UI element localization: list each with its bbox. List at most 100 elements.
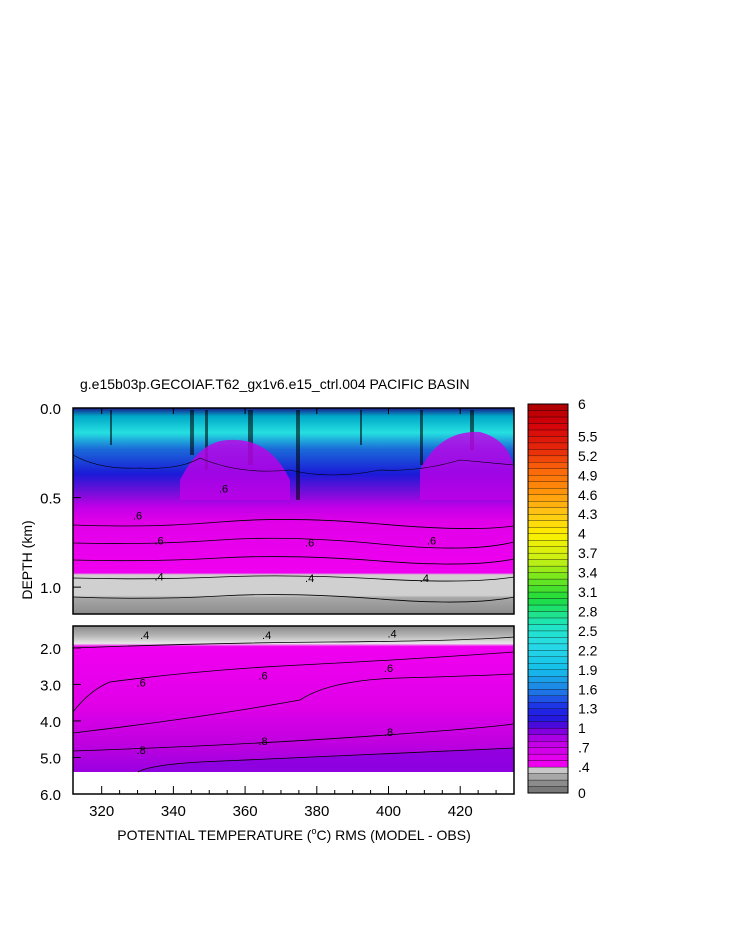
upper-magenta-lobe-2 [420, 431, 514, 500]
lower-contours [73, 636, 514, 773]
colorbar-swatch [527, 786, 569, 794]
colorbar-swatch [527, 449, 569, 457]
colorbar-label: 2.5 [578, 623, 598, 639]
contour-label: .6 [258, 670, 267, 682]
lower-y-tick-label: 4.0 [40, 714, 61, 731]
colorbar-swatch [527, 624, 569, 632]
colorbar: 6 5.5 5.2 4.9 4.6 4.3 4 3.7 3.4 3.1 2.8 2.5 2.2 1.9 1.… [527, 396, 598, 801]
colorbar-swatch [527, 572, 569, 580]
x-axis: 320 340 360 380 400 420 [89, 408, 497, 820]
colorbar-swatch [527, 747, 569, 755]
colorbar-swatch [527, 728, 569, 735]
colorbar-label: 2.2 [578, 642, 598, 658]
colorbar-swatch [527, 702, 569, 709]
colorbar-swatch [527, 676, 569, 683]
lower-deep-region [138, 748, 514, 772]
colorbar-swatch [527, 494, 569, 502]
contour-label: .6 [305, 537, 314, 549]
colorbar-swatch [527, 740, 569, 748]
lower-contour-08 [73, 721, 514, 752]
upper-contour-labels: .6 .6 .6 .6 .6 .4 .4 .4 [133, 484, 436, 586]
lower-contour-06a [73, 651, 514, 713]
colorbar-frame [527, 403, 569, 794]
colorbar-label: 3.4 [578, 565, 598, 581]
y-axis-title: DEPTH (km) [19, 520, 35, 599]
lower-y-tick-label: 2.0 [40, 641, 61, 658]
colorbar-swatch [527, 527, 569, 534]
colorbar-label: 1 [578, 720, 586, 736]
colorbar-swatch [527, 766, 569, 774]
colorbar-swatch [527, 591, 569, 599]
colorbar-swatch [527, 650, 569, 657]
colorbar-label: 6 [578, 396, 586, 412]
contour-label: .6 [219, 484, 228, 496]
upper-panel: .6 .6 .6 .6 .6 .4 .4 .4 0.0 0.5 1.0 [40, 401, 515, 615]
colorbar-swatch [527, 578, 569, 586]
lower-y-tick-label: 3.0 [40, 677, 61, 694]
lower-panel-field [73, 626, 514, 772]
contour-label: .6 [133, 510, 142, 522]
upper-y-tick-label: 0.0 [40, 401, 61, 418]
colorbar-swatch [527, 403, 569, 411]
upper-y-tick-label: 0.5 [40, 491, 61, 508]
contour-label: .4 [420, 573, 429, 585]
colorbar-swatch [527, 546, 569, 554]
colorbar-swatch [527, 708, 569, 716]
lower-panel: .4 .4 .4 .6 .6 .6 .8 .8 .8 2.0 3.0 4.0 5.0 6.0 [40, 625, 515, 804]
lower-y-axis: 2.0 3.0 4.0 5.0 6.0 [40, 641, 81, 804]
upper-dark-band [73, 454, 514, 476]
contour-label: .4 [262, 630, 271, 642]
colorbar-swatch [527, 468, 569, 476]
upper-contour-a [73, 519, 514, 529]
colorbar-label: 4 [578, 526, 586, 542]
colorbar-swatch [527, 442, 569, 450]
x-axis-title-main: POTENTIAL TEMPERATURE ( [117, 827, 312, 843]
upper-contour-e [73, 594, 514, 603]
colorbar-swatch [527, 559, 569, 567]
colorbar-label: 1.3 [578, 701, 598, 717]
upper-panel-field [73, 408, 514, 614]
lower-y-tick-label: 5.0 [40, 750, 61, 767]
chart-title: g.e15b03p.GECOIAF.T62_gx1v6.e15_ctrl.004… [80, 376, 470, 392]
colorbar-label: .7 [578, 740, 590, 756]
x-tick-label: 420 [448, 803, 473, 820]
upper-contour-d [73, 575, 514, 582]
colorbar-swatch [527, 552, 569, 560]
colorbar-swatch [527, 734, 569, 742]
colorbar-swatch [527, 760, 569, 768]
lower-contour-labels: .4 .4 .4 .6 .6 .6 .8 .8 .8 [137, 628, 397, 757]
colorbar-swatch [527, 656, 569, 664]
contour-label: .6 [384, 663, 393, 675]
colorbar-swatch [527, 429, 569, 437]
colorbar-label: 1.6 [578, 681, 598, 697]
x-tick-label: 340 [161, 803, 186, 820]
upper-magenta-lobe-1 [180, 439, 290, 500]
colorbar-label: 4.3 [578, 506, 598, 522]
colorbar-swatch [527, 753, 569, 761]
upper-y-tick-label: 1.0 [40, 580, 61, 597]
x-tick-label: 320 [89, 803, 114, 820]
colorbar-swatch [527, 533, 569, 541]
colorbar-swatch [527, 520, 569, 528]
colorbar-swatch [527, 423, 569, 431]
lower-panel-frame [72, 625, 515, 795]
contour-label: .8 [384, 727, 393, 739]
colorbar-swatch [527, 507, 569, 515]
upper-contours [73, 410, 514, 603]
contour-label: .6 [427, 536, 436, 548]
contour-label: .4 [154, 571, 163, 583]
contour-label: .8 [258, 736, 267, 748]
colorbar-swatch [527, 721, 569, 729]
colorbar-label: 5.2 [578, 448, 598, 464]
colorbar-label: 1.9 [578, 662, 598, 678]
colorbar-label: 0 [578, 785, 586, 801]
x-axis-title-unit: C) RMS (MODEL - OBS) [316, 827, 470, 843]
colorbar-swatch [527, 565, 569, 573]
x-tick-label: 400 [376, 803, 401, 820]
colorbar-swatch [527, 436, 569, 444]
colorbar-swatch [527, 514, 569, 521]
colorbar-swatch [527, 410, 569, 418]
colorbar-swatch [527, 637, 569, 645]
upper-y-axis: 0.0 0.5 1.0 [40, 401, 81, 597]
upper-contour-b [73, 537, 514, 549]
